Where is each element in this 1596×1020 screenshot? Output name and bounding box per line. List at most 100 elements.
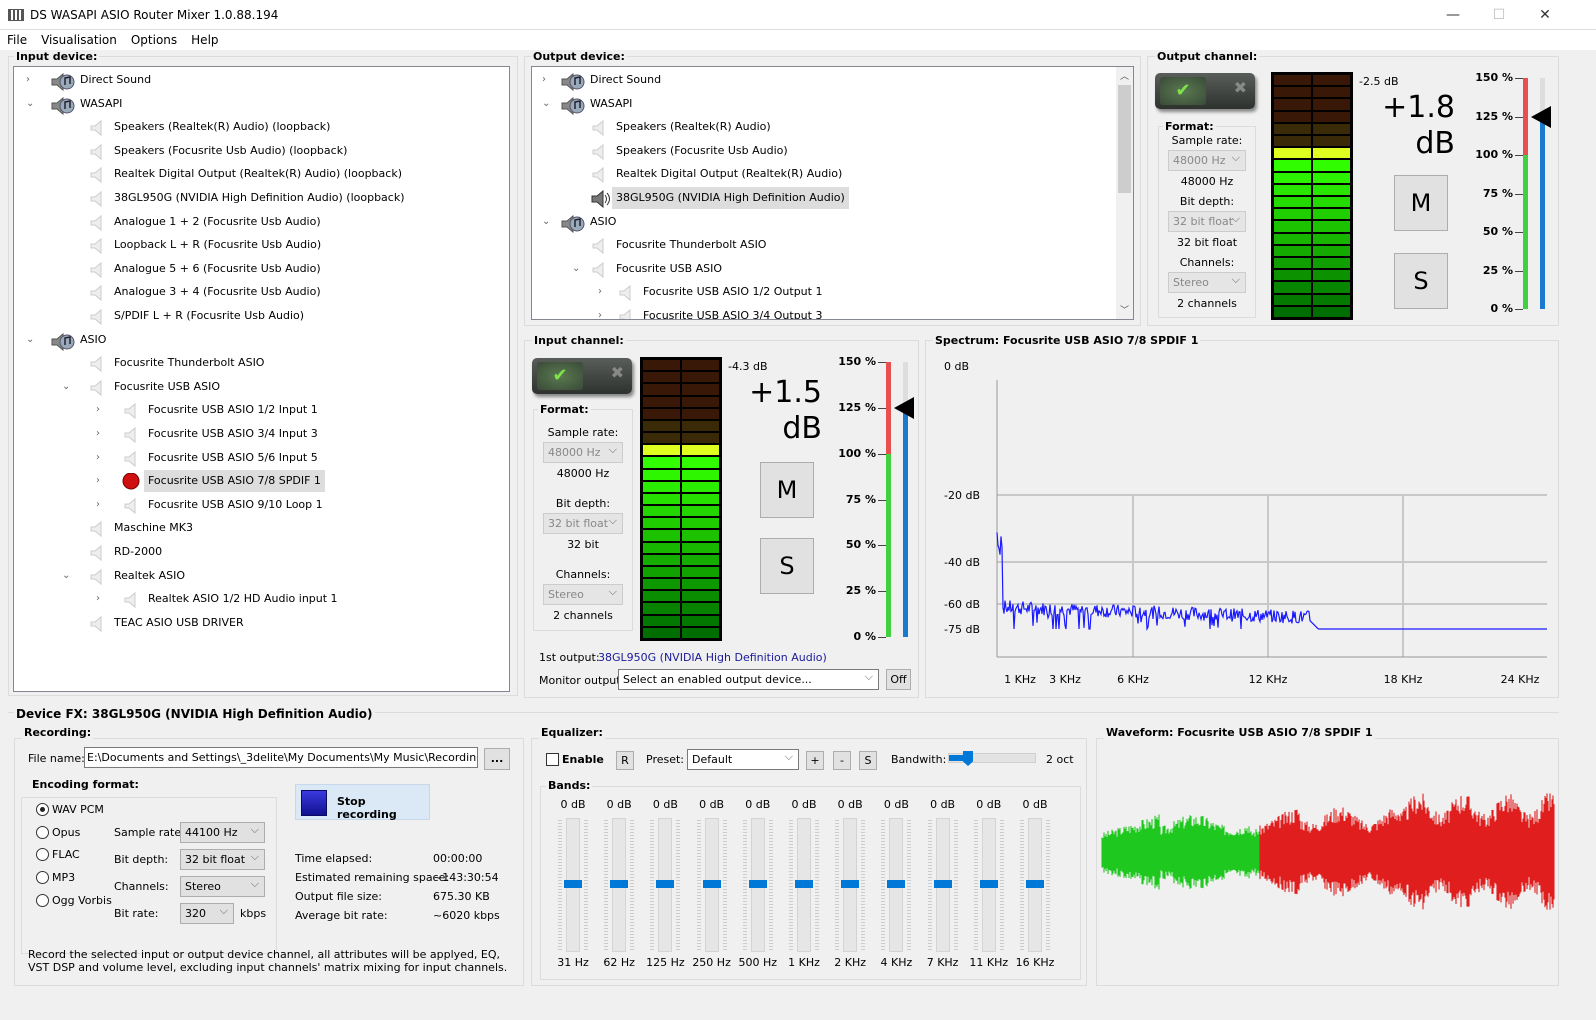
tree-node[interactable]: › Focusrite USB ASIO 5/6 Input 5 [14,447,509,469]
close-button[interactable]: ✕ [1539,7,1551,23]
mute-button[interactable]: M [1394,175,1448,231]
band-slider-thumb[interactable] [1026,880,1044,888]
expand-icon[interactable]: › [96,451,100,463]
tree-node[interactable]: Analogue 3 + 4 (Focusrite Usb Audio) [14,281,509,303]
band-slider-thumb[interactable] [979,880,998,888]
stop-recording-button[interactable]: Stop recording [295,784,430,821]
eq-enable-checkbox[interactable] [546,753,559,766]
tree-node[interactable]: 38GL950G (NVIDIA High Definition Audio) … [14,187,509,209]
tree-node[interactable]: Realtek Digital Output (Realtek(R) Audio… [532,163,1133,185]
tree-node[interactable]: › Direct Sound [14,69,509,92]
preset-select[interactable]: Default [687,749,799,770]
mute-button[interactable]: M [760,462,814,518]
collapse-icon[interactable]: ⌄ [26,333,35,345]
tree-node[interactable]: Analogue 1 + 2 (Focusrite Usb Audio) [14,211,509,233]
tree-node[interactable]: › Realtek ASIO 1/2 HD Audio input 1 [14,588,509,610]
tree-node[interactable]: › Direct Sound [532,69,1133,92]
format-radio[interactable] [36,825,49,839]
channel-enable-switch[interactable]: ✔ ✖ [532,358,632,394]
band-slider-thumb[interactable] [933,880,952,888]
volume-slider-thumb[interactable] [894,396,914,419]
tree-node[interactable]: Focusrite Thunderbolt ASIO [14,352,509,374]
output-device-tree[interactable]: › Direct Sound ⌄ WASAPI Speakers (Realtek(R)… [531,66,1134,320]
collapse-icon[interactable]: ⌄ [62,569,71,581]
monitor-output-select[interactable]: Select an enabled output device... [618,669,879,690]
tree-node[interactable]: Speakers (Focusrite Usb Audio) [532,140,1133,162]
input-device-tree[interactable]: › Direct Sound ⌄ WASAPI Speakers (Realtek(R)… [13,66,510,692]
tree-node[interactable]: Realtek Digital Output (Realtek(R) Audio… [14,163,509,185]
tree-node[interactable]: Loopback L + R (Focusrite Usb Audio) [14,234,509,256]
menu-visualisation[interactable]: Visualisation [41,33,117,47]
rec-channels-select[interactable]: Stereo [180,876,265,897]
sample-rate-select[interactable]: 48000 Hz [1168,150,1246,171]
band-slider-thumb[interactable] [564,880,582,888]
collapse-icon[interactable]: ⌄ [62,380,71,392]
expand-icon[interactable]: › [598,310,602,320]
expand-icon[interactable]: › [96,593,100,605]
rec-bit-rate-select[interactable]: 320 [180,903,234,924]
collapse-icon[interactable]: ⌄ [26,97,35,109]
tree-node[interactable]: ⌄ Focusrite USB ASIO [14,376,509,398]
maximize-button[interactable]: ☐ [1492,7,1506,23]
tree-node[interactable]: 38GL950G (NVIDIA High Definition Audio) [532,187,1133,209]
expand-icon[interactable]: › [598,286,602,298]
format-radio[interactable] [36,893,49,907]
eq-reset-button[interactable]: R [616,751,634,770]
channels-select[interactable]: Stereo [1168,272,1246,293]
tree-node[interactable]: Analogue 5 + 6 (Focusrite Usb Audio) [14,258,509,280]
expand-icon[interactable]: › [96,428,100,439]
tree-node[interactable]: Maschine MK3 [14,517,509,539]
collapse-icon[interactable]: ⌄ [542,97,551,109]
tree-node[interactable]: ⌄ Focusrite USB ASIO [532,258,1133,280]
file-name-input[interactable]: E:\Documents and Settings\_3delite\My Do… [84,747,478,768]
scrollbar-thumb[interactable] [1118,85,1131,193]
tree-node[interactable]: › Focusrite USB ASIO 3/4 Output 3 [532,305,1133,320]
tree-node[interactable]: › Focusrite USB ASIO 7/8 SPDIF 1 [14,470,509,493]
menu-help[interactable]: Help [191,33,219,47]
channel-enable-switch[interactable]: ✔ ✖ [1155,73,1255,109]
tree-node[interactable]: ⌄ WASAPI [532,93,1133,115]
preset-save-button[interactable]: S [859,751,877,770]
collapse-icon[interactable]: ⌄ [542,215,551,227]
tree-node[interactable]: › Focusrite USB ASIO 3/4 Input 3 [14,423,509,445]
tree-node[interactable]: RD-2000 [14,541,509,563]
preset-remove-button[interactable]: - [833,751,851,770]
bandwidth-slider-thumb[interactable] [963,751,973,766]
tree-node[interactable]: ⌄ ASIO [532,211,1133,233]
band-slider-thumb[interactable] [841,880,860,888]
menu-options[interactable]: Options [130,33,178,47]
band-slider-thumb[interactable] [656,880,675,888]
tree-node[interactable]: › Focusrite USB ASIO 9/10 Loop 1 [14,494,509,516]
expand-icon[interactable]: › [542,74,546,85]
band-slider-thumb[interactable] [795,880,813,888]
tree-node[interactable]: TEAC ASIO USB DRIVER [14,612,509,634]
expand-icon[interactable]: › [96,404,100,416]
collapse-icon[interactable]: ⌄ [572,262,581,274]
output-tree-scrollbar[interactable]: ︿ ﹀ [1116,67,1133,319]
tree-node[interactable]: › Focusrite USB ASIO 1/2 Input 1 [14,399,509,421]
first-output-link[interactable]: 38GL950G (NVIDIA High Definition Audio) [598,651,827,664]
bit-depth-select[interactable]: 32 bit float [1168,211,1246,232]
solo-button[interactable]: S [1394,253,1448,309]
band-slider-thumb[interactable] [702,880,721,888]
band-slider-thumb[interactable] [887,880,906,888]
rec-bit-depth-select[interactable]: 32 bit float [180,849,265,870]
tree-node[interactable]: Focusrite Thunderbolt ASIO [532,234,1133,256]
format-radio[interactable] [36,848,49,862]
volume-slider-thumb[interactable] [1531,105,1551,128]
tree-node[interactable]: ⌄ ASIO [14,329,509,351]
tree-node[interactable]: S/PDIF L + R (Focusrite Usb Audio) [14,305,509,327]
tree-node[interactable]: Speakers (Realtek(R) Audio) (loopback) [14,116,509,138]
channels-select[interactable]: Stereo [543,584,623,605]
expand-icon[interactable]: › [26,74,30,85]
bandwidth-slider[interactable] [948,751,1036,766]
expand-icon[interactable]: › [96,475,100,487]
minimize-button[interactable]: — [1446,7,1460,23]
tree-node[interactable]: Speakers (Focusrite Usb Audio) (loopback… [14,140,509,162]
format-radio[interactable] [36,871,49,885]
menu-file[interactable]: File [7,33,28,47]
tree-node[interactable]: ⌄ Realtek ASIO [14,565,509,587]
solo-button[interactable]: S [760,538,814,594]
monitor-off-button[interactable]: Off [886,669,911,690]
sample-rate-select[interactable]: 48000 Hz [543,442,623,463]
